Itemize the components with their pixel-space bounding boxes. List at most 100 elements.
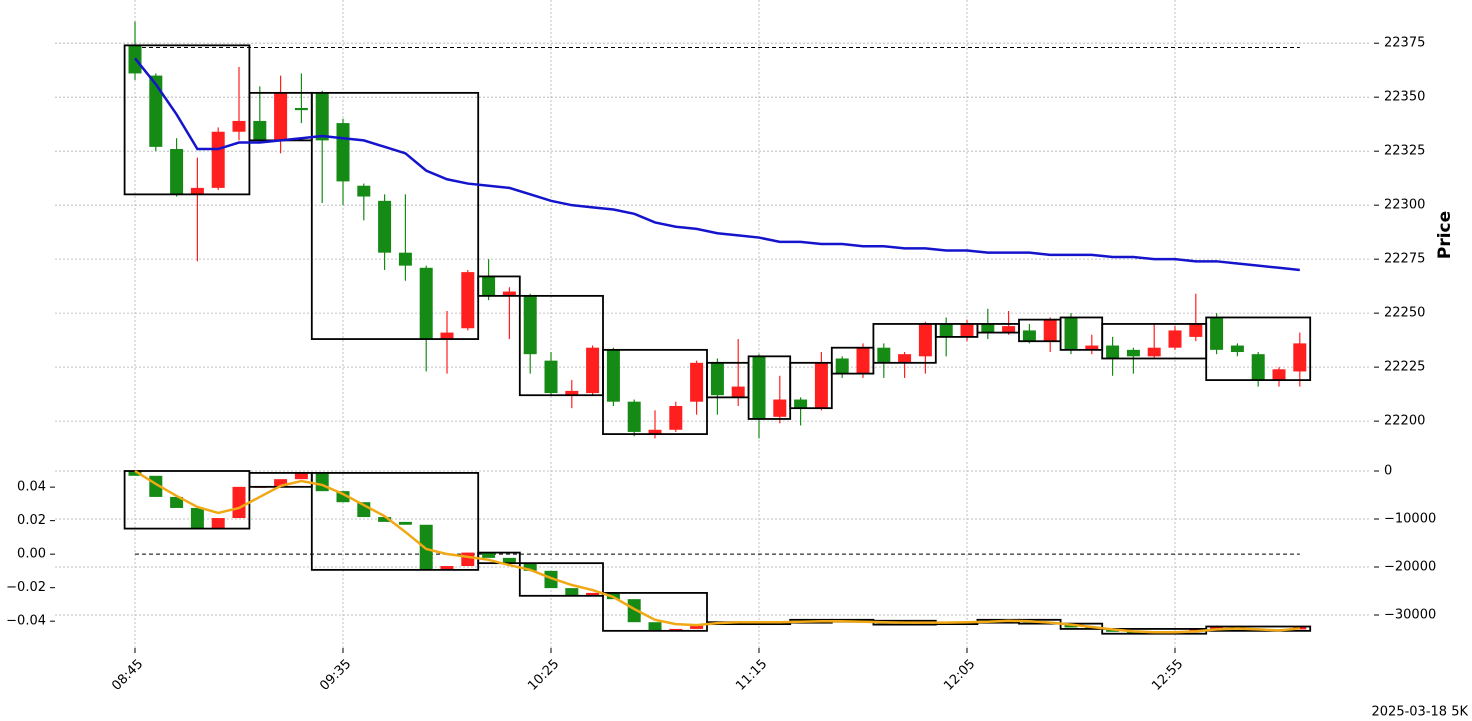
- candle-body: [627, 401, 641, 432]
- candle-body: [898, 354, 912, 363]
- range-box: [310, 472, 480, 571]
- candle-body: [565, 588, 579, 596]
- candle-body: [773, 399, 787, 417]
- y-tick-label: 0.04: [17, 480, 46, 495]
- candle-body: [294, 472, 308, 480]
- candle-body: [960, 323, 974, 337]
- x-tick-label: 09:35: [317, 657, 354, 694]
- candle-body: [1126, 631, 1140, 634]
- candle-body: [398, 252, 412, 266]
- candle-body: [523, 563, 537, 571]
- candle-body: [648, 429, 662, 435]
- candle-body: [357, 185, 371, 197]
- y-tick-label: 22200: [1384, 414, 1425, 429]
- candle-body: [190, 507, 204, 529]
- candle-body: [1085, 345, 1099, 350]
- candle-body: [1230, 345, 1244, 353]
- x-tick-label: 11:15: [733, 657, 770, 694]
- candle-body: [1293, 343, 1307, 372]
- candle-body: [1126, 349, 1140, 357]
- candle-body: [294, 107, 308, 111]
- candle-body: [378, 517, 392, 522]
- candle-body: [190, 187, 204, 195]
- candle-body: [1002, 326, 1016, 333]
- y2-tick-label: −10000: [1384, 512, 1436, 527]
- candle-body: [565, 390, 579, 396]
- candle-body: [918, 323, 932, 357]
- candle-body: [1064, 317, 1078, 350]
- candle-body: [149, 75, 163, 147]
- candle-body: [1043, 319, 1057, 342]
- x-tick-label: 08:45: [109, 657, 146, 694]
- candle-body: [523, 295, 537, 355]
- candle-body: [232, 486, 246, 519]
- x-tick-label: 12:55: [1149, 657, 1186, 694]
- range-box: [1059, 622, 1104, 630]
- candle-body: [939, 323, 953, 337]
- candle-body: [170, 149, 184, 195]
- candle-body: [1210, 317, 1224, 350]
- range-box: [602, 592, 708, 632]
- range-box: [123, 470, 251, 530]
- y-tick-label: 22300: [1384, 198, 1425, 213]
- candle-body: [440, 566, 454, 570]
- candle-body: [502, 557, 516, 564]
- y-tick-label: 22250: [1384, 306, 1425, 321]
- candle-body: [1293, 626, 1307, 630]
- candle-body: [502, 291, 516, 296]
- line-series: [134, 57, 1300, 272]
- candle-body: [170, 496, 184, 508]
- y-tick-label: 22275: [1384, 252, 1425, 267]
- line-series: [134, 469, 1300, 634]
- candle-body: [669, 406, 683, 430]
- candle-body: [1147, 347, 1161, 357]
- candle-body: [1022, 330, 1036, 342]
- y-axis-label: Price: [1435, 211, 1455, 259]
- candle-body: [731, 386, 745, 398]
- y-tick-label: 22325: [1384, 144, 1425, 159]
- candle-body: [419, 267, 433, 340]
- candle-body: [1189, 323, 1203, 337]
- candle-body: [461, 552, 475, 567]
- candle-body: [482, 552, 496, 558]
- candle-body: [378, 200, 392, 253]
- range-box: [1205, 625, 1312, 632]
- candle-body: [253, 120, 267, 141]
- candle-body: [544, 570, 558, 589]
- candle-body: [544, 360, 558, 394]
- candle-body: [877, 347, 891, 363]
- candle-body: [419, 524, 433, 570]
- candle-body: [232, 120, 246, 132]
- candle-body: [752, 356, 766, 419]
- candle-body: [648, 622, 662, 631]
- candle-body: [1272, 369, 1286, 381]
- y-tick-label: 0.02: [17, 513, 46, 528]
- y-tick-label: 22375: [1384, 36, 1425, 51]
- x-tick-label: 10:25: [525, 657, 562, 694]
- y-tick-label: −0.02: [6, 580, 46, 595]
- candle-body: [336, 123, 350, 182]
- candle-body: [1168, 330, 1182, 348]
- candle-body: [461, 272, 475, 329]
- range-box: [789, 361, 833, 410]
- y-tick-label: 22225: [1384, 360, 1425, 375]
- candle-body: [814, 362, 828, 409]
- candle-body: [586, 347, 600, 394]
- candle-body: [274, 479, 288, 487]
- candle-body: [1251, 354, 1265, 381]
- candle-body: [211, 518, 225, 529]
- footer: 2025-03-18 5K: [1372, 705, 1469, 720]
- y-tick-label: 22350: [1384, 90, 1425, 105]
- y2-tick-label: −20000: [1384, 560, 1436, 575]
- candle-body: [336, 491, 350, 503]
- y2-tick-label: 0: [1384, 464, 1392, 479]
- candle-body: [835, 358, 849, 374]
- candle-body: [274, 92, 288, 141]
- candle-body: [981, 323, 995, 333]
- x-tick-label: 12:05: [941, 657, 978, 694]
- y2-tick-label: −30000: [1384, 608, 1436, 623]
- candle-body: [315, 472, 329, 492]
- range-box: [310, 91, 480, 340]
- range-box: [518, 562, 604, 597]
